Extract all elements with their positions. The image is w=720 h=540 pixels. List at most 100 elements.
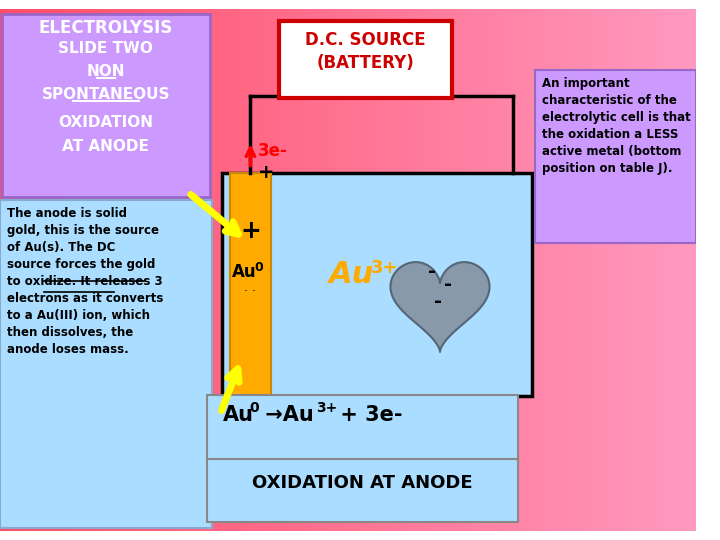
- Bar: [289, 9, 292, 531]
- Bar: [516, 9, 518, 531]
- Bar: [606, 9, 609, 531]
- Bar: [414, 9, 418, 531]
- Text: Au: Au: [233, 263, 257, 281]
- Text: NON: NON: [86, 64, 125, 79]
- Bar: [411, 9, 414, 531]
- Bar: [125, 9, 129, 531]
- Polygon shape: [390, 262, 490, 352]
- Bar: [456, 9, 459, 531]
- Bar: [132, 9, 136, 531]
- Bar: [571, 9, 575, 531]
- Bar: [167, 9, 171, 531]
- Bar: [508, 9, 512, 531]
- Bar: [14, 9, 17, 531]
- Bar: [567, 9, 571, 531]
- Bar: [146, 9, 150, 531]
- Bar: [63, 9, 66, 531]
- Bar: [554, 9, 557, 531]
- Bar: [310, 9, 313, 531]
- Bar: [21, 9, 24, 531]
- Bar: [550, 9, 554, 531]
- Bar: [404, 9, 408, 531]
- Bar: [425, 9, 428, 531]
- Text: 0: 0: [255, 261, 264, 274]
- Bar: [181, 9, 184, 531]
- Bar: [634, 9, 637, 531]
- Text: →Au: →Au: [258, 406, 314, 426]
- Bar: [237, 9, 240, 531]
- Bar: [675, 9, 679, 531]
- Bar: [320, 9, 324, 531]
- Bar: [446, 9, 449, 531]
- Bar: [216, 9, 220, 531]
- Bar: [526, 9, 529, 531]
- Bar: [91, 9, 94, 531]
- Bar: [359, 9, 362, 531]
- Bar: [470, 9, 474, 531]
- Bar: [70, 9, 73, 531]
- Bar: [143, 9, 146, 531]
- Bar: [393, 9, 397, 531]
- Bar: [491, 9, 495, 531]
- Bar: [275, 9, 279, 531]
- Bar: [372, 9, 376, 531]
- Text: 3e-: 3e-: [258, 142, 288, 160]
- Bar: [73, 9, 76, 531]
- Bar: [66, 9, 70, 531]
- Text: -: -: [444, 275, 451, 294]
- Bar: [387, 9, 390, 531]
- Text: An important
characteristic of the
electrolytic cell is that
the oxidation a LES: An important characteristic of the elect…: [541, 77, 690, 174]
- Bar: [112, 9, 115, 531]
- Bar: [376, 9, 379, 531]
- Bar: [0, 9, 4, 531]
- Bar: [348, 9, 351, 531]
- Bar: [459, 9, 463, 531]
- Bar: [251, 9, 254, 531]
- Bar: [581, 9, 585, 531]
- Bar: [306, 9, 310, 531]
- Bar: [467, 9, 470, 531]
- Bar: [693, 9, 696, 531]
- FancyBboxPatch shape: [279, 22, 451, 98]
- Bar: [4, 9, 7, 531]
- Bar: [641, 9, 644, 531]
- Bar: [192, 9, 195, 531]
- Bar: [599, 9, 602, 531]
- Bar: [195, 9, 199, 531]
- FancyBboxPatch shape: [207, 458, 518, 522]
- Bar: [536, 9, 539, 531]
- Bar: [324, 9, 328, 531]
- Bar: [334, 9, 338, 531]
- Bar: [199, 9, 202, 531]
- Bar: [261, 9, 264, 531]
- Bar: [689, 9, 693, 531]
- Bar: [243, 9, 247, 531]
- Text: Au: Au: [222, 406, 253, 426]
- Bar: [28, 9, 32, 531]
- Bar: [222, 9, 226, 531]
- Bar: [647, 9, 651, 531]
- Bar: [637, 9, 641, 531]
- Text: · ·: · ·: [245, 285, 256, 298]
- Bar: [557, 9, 560, 531]
- Bar: [505, 9, 508, 531]
- Bar: [233, 9, 237, 531]
- Bar: [453, 9, 456, 531]
- Bar: [654, 9, 658, 531]
- Bar: [122, 9, 125, 531]
- Bar: [383, 9, 387, 531]
- Bar: [362, 9, 366, 531]
- Bar: [271, 9, 275, 531]
- Text: SLIDE TWO: SLIDE TWO: [58, 41, 153, 56]
- Bar: [620, 9, 623, 531]
- Bar: [480, 9, 484, 531]
- Bar: [104, 9, 108, 531]
- Bar: [442, 9, 446, 531]
- Bar: [118, 9, 122, 531]
- Bar: [616, 9, 620, 531]
- Text: -: -: [434, 293, 442, 312]
- Bar: [438, 9, 442, 531]
- Bar: [484, 9, 487, 531]
- Bar: [630, 9, 634, 531]
- Bar: [296, 9, 300, 531]
